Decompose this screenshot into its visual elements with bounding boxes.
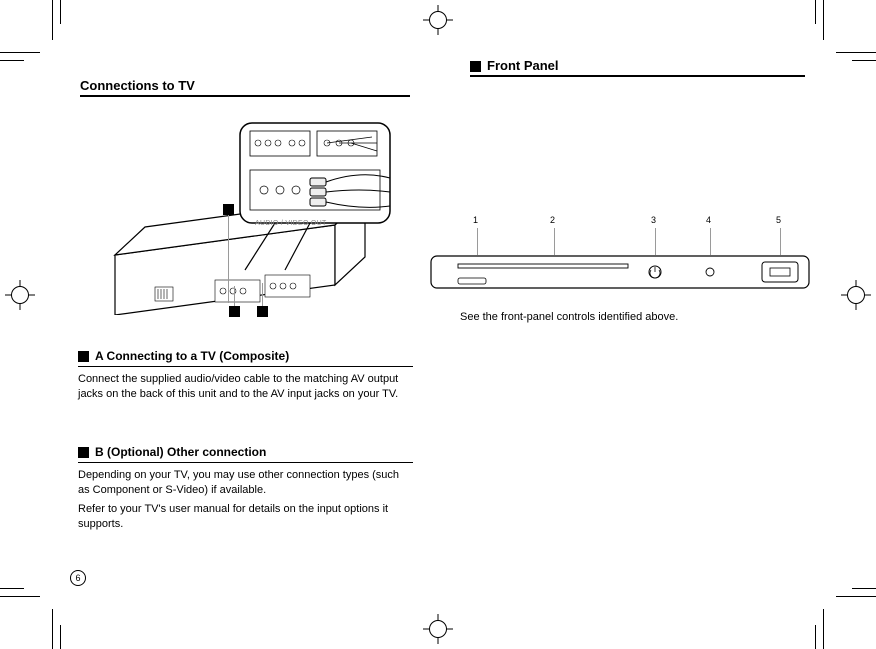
subheading-b-text: B (Optional) Other connection xyxy=(95,445,266,459)
leader-a xyxy=(228,212,229,303)
heading-front-panel: Front Panel xyxy=(470,58,805,73)
front-label-1: 1 xyxy=(473,214,478,226)
subheading-b: B (Optional) Other connection xyxy=(78,445,413,459)
body-a: Connect the supplied audio/video cable t… xyxy=(78,372,413,402)
leader-b2 xyxy=(262,283,263,307)
bullet-icon xyxy=(78,351,89,362)
front-leader-2 xyxy=(554,228,555,255)
front-label-3: 3 xyxy=(651,214,656,226)
subheading-a: A Connecting to a TV (Composite) xyxy=(78,349,413,363)
leader-b1 xyxy=(234,286,235,307)
front-label-4: 4 xyxy=(706,214,711,226)
front-leader-1 xyxy=(477,228,478,255)
marker-b1 xyxy=(229,306,240,317)
heading-text: Connections to TV xyxy=(80,78,195,93)
heading-connections-to-tv: Connections to TV xyxy=(80,78,410,93)
subheading-a-text: A Connecting to a TV (Composite) xyxy=(95,349,289,363)
marker-b2 xyxy=(257,306,268,317)
rear-panel-diagram xyxy=(95,115,405,315)
front-label-2: 2 xyxy=(550,214,555,226)
front-leader-5 xyxy=(780,228,781,255)
bullet-icon xyxy=(78,447,89,458)
heading-right-text: Front Panel xyxy=(487,58,559,73)
front-panel-diagram xyxy=(430,250,810,295)
rear-panel-label: AUDIO / VIDEO OUT xyxy=(255,220,327,227)
marker-a-top xyxy=(223,204,234,215)
body-right: See the front-panel controls identified … xyxy=(460,310,805,325)
page-number: 6 xyxy=(70,570,86,586)
front-leader-4 xyxy=(710,228,711,255)
body-b1: Depending on your TV, you may use other … xyxy=(78,468,413,498)
bullet-icon xyxy=(470,61,481,72)
front-label-5: 5 xyxy=(776,214,781,226)
body-b2: Refer to your TV's user manual for detai… xyxy=(78,502,413,532)
front-leader-3 xyxy=(655,228,656,255)
